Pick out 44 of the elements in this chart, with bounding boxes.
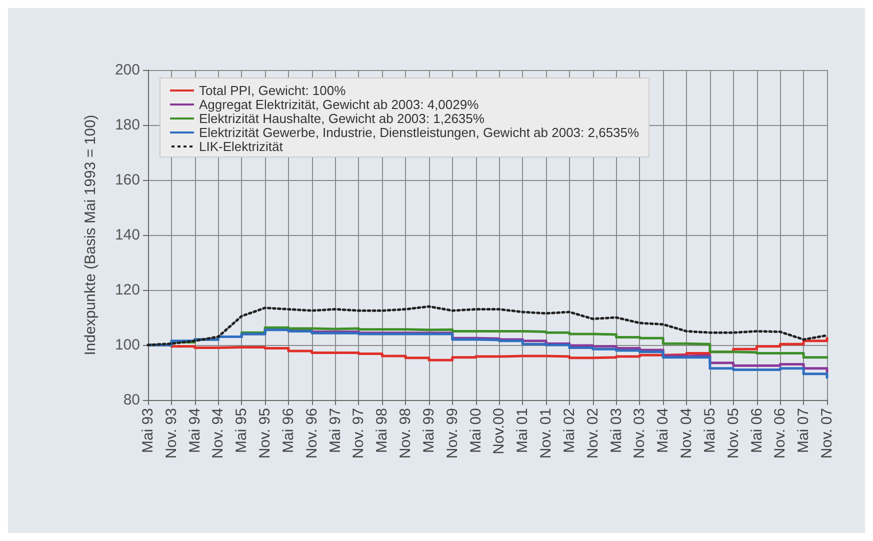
y-tick-label: 200 [114, 62, 140, 78]
y-tick-label: 100 [114, 336, 140, 354]
y-axis-title: Indexpunkte (Basis Mai 1993 = 100) [82, 114, 99, 356]
x-tick-label: Mai 04 [654, 408, 672, 454]
x-tick-label: Nov. 07 [818, 408, 836, 459]
x-tick-label: Nov. 96 [303, 408, 320, 459]
x-tick-label: Mai 93 [140, 408, 156, 454]
x-tick-label: Nov. 93 [162, 408, 180, 459]
y-tick-label: 160 [114, 172, 140, 188]
x-tick-label: Mai 02 [560, 408, 578, 454]
x-tick-label: Nov. 01 [538, 408, 555, 459]
x-tick-label: Mai 94 [186, 408, 204, 454]
line-series [146, 305, 828, 346]
y-tick-label: 180 [114, 116, 140, 134]
x-tick-label: Nov. 06 [772, 408, 789, 459]
y-tick-label: 120 [114, 282, 140, 298]
x-tick-label: Nov. 98 [397, 408, 414, 459]
x-tick-label: Nov. 97 [350, 408, 368, 459]
x-tick-label: Mai 06 [748, 408, 766, 454]
x-tick-label: Mai 01 [514, 408, 532, 454]
y-tick-label: 140 [114, 226, 140, 244]
x-tick-label: Mai 07 [795, 408, 812, 454]
x-tick-label: Mai 96 [280, 408, 297, 454]
x-tick-label: Mai 05 [701, 408, 718, 454]
x-tick-label: Nov.00 [490, 408, 508, 454]
x-tick-label: Mai 99 [420, 408, 438, 454]
x-tick-label: Nov. 04 [678, 408, 696, 459]
x-tick-label: Nov. 02 [584, 408, 602, 459]
x-tick-label: Mai 03 [608, 408, 625, 454]
x-tick-label: Mai 00 [467, 408, 484, 454]
x-tick-label: Nov. 95 [256, 408, 274, 459]
legend-label: Elektrizität Gewerbe, Industrie, Dienstleistungen, Gewicht ab 2003: 2,6535% [199, 125, 640, 140]
legend-label: Elektrizität Haushalte, Gewicht ab 2003: 1,2635% [199, 111, 485, 126]
legend-label: Aggregat Elektrizität, Gewicht ab 2003: 4,0029% [199, 97, 480, 112]
x-tick-label: Mai 97 [326, 408, 344, 454]
y-tick-label: 80 [123, 392, 140, 408]
legend-label: LIK-Elektrizität [199, 139, 284, 154]
x-tick-label: Mai 98 [374, 408, 391, 454]
x-tick-label: Nov. 05 [724, 408, 742, 459]
x-tick-label: Nov. 99 [444, 408, 461, 459]
legend-label: Total PPI, Gewicht: 100% [199, 83, 346, 98]
x-tick-label: Nov. 03 [631, 408, 648, 459]
x-tick-label: Nov. 94 [210, 408, 227, 459]
x-tick-label: Mai 95 [233, 408, 250, 454]
